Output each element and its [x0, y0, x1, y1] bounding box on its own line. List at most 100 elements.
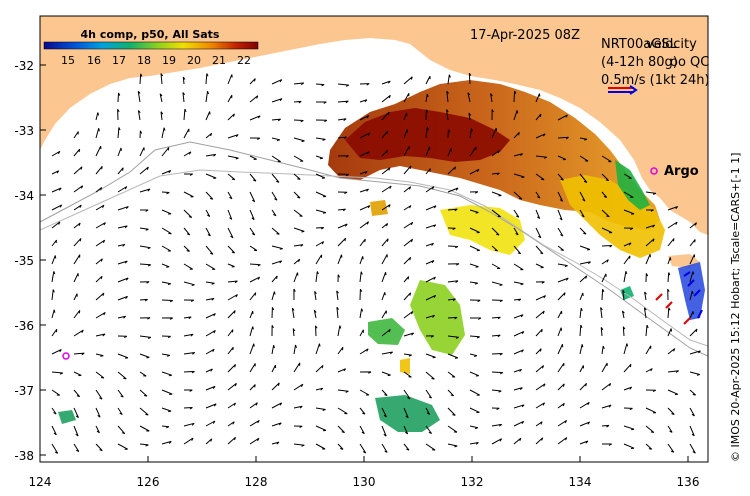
velocity-arrow: [95, 353, 104, 357]
velocity-arrow: [293, 344, 297, 355]
velocity-arrow: [227, 329, 234, 337]
velocity-arrow: [579, 191, 586, 202]
velocity-arrow: [51, 221, 61, 229]
velocity-arrow: [403, 186, 412, 193]
velocity-arrow: [271, 345, 275, 355]
velocity-arrow: [469, 245, 481, 252]
velocity-arrow: [315, 271, 319, 283]
velocity-arrow: [643, 307, 647, 319]
velocity-arrow: [425, 75, 431, 85]
velocity-arrow: [469, 168, 480, 175]
velocity-arrow: [205, 348, 215, 355]
velocity-arrow: [469, 209, 479, 214]
velocity-arrow: [623, 209, 635, 215]
velocity-arrow: [227, 436, 236, 445]
velocity-arrow: [623, 271, 628, 283]
velocity-arrow: [381, 111, 390, 121]
velocity-arrow: [249, 326, 254, 337]
velocity-arrow: [513, 420, 525, 427]
velocity-arrow: [513, 110, 519, 121]
velocity-arrow: [161, 127, 166, 139]
velocity-arrow: [623, 242, 632, 247]
velocity-arrow: [183, 128, 190, 139]
velocity-arrow: [227, 402, 237, 409]
velocity-arrow: [689, 328, 698, 337]
velocity-arrow: [579, 173, 588, 183]
velocity-arrows: [51, 72, 701, 454]
velocity-arrow: [447, 371, 456, 378]
velocity-arrow: [205, 313, 216, 319]
velocity-arrow: [227, 263, 235, 268]
velocity-arrow: [337, 83, 350, 87]
velocity-arrow: [271, 364, 277, 373]
velocity-arrow: [491, 191, 502, 197]
velocity-arrow: [403, 276, 410, 283]
velocity-arrow: [337, 274, 341, 283]
velocity-arrow: [183, 281, 195, 286]
velocity-arrow: [491, 438, 503, 445]
velocity-arrow: [227, 310, 236, 319]
velocity-arrow: [271, 173, 280, 183]
velocity-arrow: [557, 227, 564, 237]
velocity-arrow: [293, 443, 305, 447]
velocity-arrow: [51, 425, 57, 436]
velocity-arrow: [271, 307, 275, 319]
velocity-arrow: [535, 173, 545, 181]
velocity-arrow: [117, 225, 128, 229]
velocity-arrow: [249, 343, 255, 355]
velocity-arrow: [249, 173, 257, 182]
velocity-arrow: [623, 443, 635, 449]
velocity-arrow: [469, 425, 479, 430]
bathymetry-contour-2: [40, 169, 708, 347]
velocity-arrow: [227, 191, 233, 200]
velocity-arrow: [535, 209, 541, 219]
velocity-arrow: [51, 407, 57, 415]
velocity-arrow: [513, 404, 525, 409]
velocity-arrow: [293, 119, 304, 123]
velocity-arrow: [381, 425, 387, 437]
velocity-arrow: [359, 115, 370, 121]
velocity-arrow: [645, 324, 649, 337]
velocity-arrow: [403, 92, 410, 103]
velocity-arrow: [293, 362, 301, 373]
velocity-arrow: [469, 335, 480, 339]
velocity-arrow: [689, 311, 694, 319]
velocity-arrow: [337, 325, 342, 337]
velocity-arrow: [513, 314, 524, 319]
velocity-arrow: [667, 370, 679, 373]
velocity-arrow: [645, 345, 652, 355]
velocity-arrow: [95, 292, 105, 301]
velocity-arrow: [557, 402, 565, 409]
velocity-arrow: [644, 291, 647, 301]
velocity-arrow: [117, 353, 129, 359]
lat-label-36: -36: [14, 319, 34, 333]
velocity-arrow: [95, 425, 100, 434]
velocity-arrow: [117, 243, 126, 247]
velocity-arrow: [491, 209, 501, 218]
velocity-arrow: [513, 437, 522, 445]
velocity-arrow: [293, 155, 304, 162]
velocity-arrow: [381, 130, 389, 139]
velocity-arrow: [293, 100, 302, 104]
velocity-arrow: [381, 223, 389, 229]
velocity-arrow: [139, 281, 150, 284]
velocity-arrow: [513, 349, 524, 355]
velocity-arrow: [205, 227, 211, 237]
velocity-arrow: [139, 188, 151, 193]
velocity-arrow: [161, 335, 171, 339]
velocity-arrow: [73, 425, 79, 437]
velocity-arrow: [667, 443, 675, 453]
velocity-arrow: [425, 146, 431, 157]
velocity-arrow: [601, 209, 610, 218]
velocity-arrow: [315, 425, 327, 432]
velocity-arrow: [535, 348, 542, 355]
velocity-arrow: [425, 335, 434, 338]
colorbar-tick-22: 22: [237, 54, 251, 67]
velocity-arrow: [535, 383, 546, 391]
velocity-arrow: [491, 281, 503, 286]
velocity-arrow: [623, 407, 633, 411]
velocity-arrow: [139, 245, 151, 250]
velocity-arrow: [249, 155, 257, 160]
velocity-arrow: [689, 350, 701, 355]
velocity-arrow: [535, 191, 541, 199]
